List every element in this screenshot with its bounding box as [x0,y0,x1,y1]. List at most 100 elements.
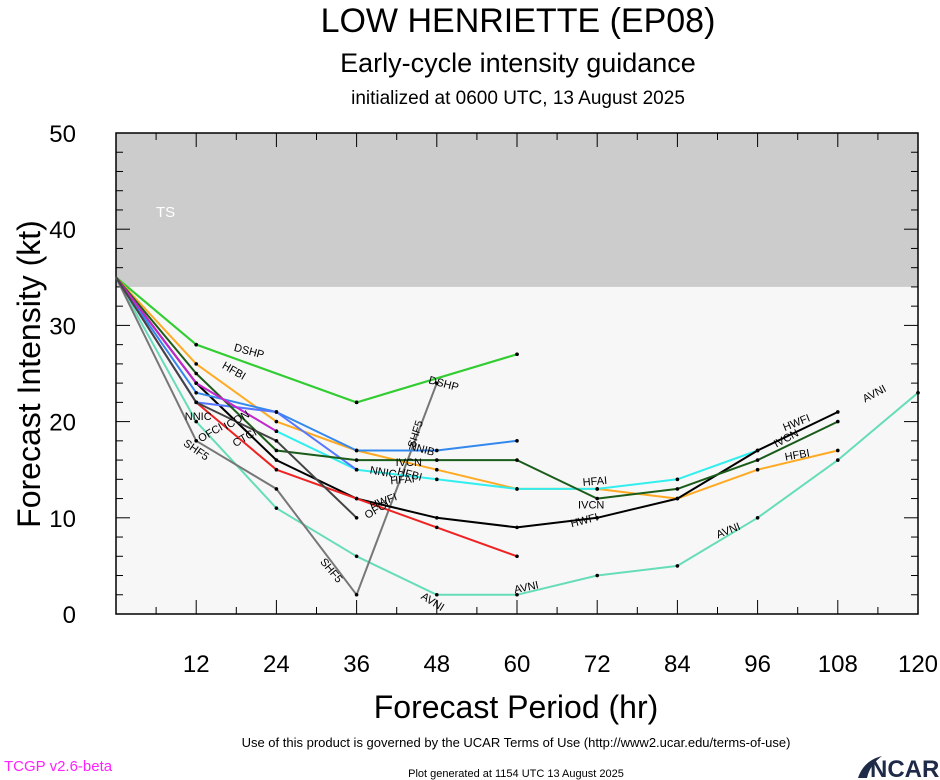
series-label-ivcn: IVCN [578,500,604,512]
series-point-hfbi [274,419,279,424]
series-point-hwfi [675,496,680,501]
series-point-hwfi [836,410,840,414]
series-point-ofci [274,467,279,472]
series-point-ivcn [675,487,680,491]
x-tick-label: 24 [263,651,290,678]
y-tick-label: 0 [63,602,76,629]
intensity-bands: TS [116,133,918,287]
series-point-ivcn [354,458,359,462]
version-label: TCGP v2.6-beta [4,758,113,775]
series-point-hwfi [755,448,760,453]
series-point-hfbi [435,467,439,472]
x-tick-label: 60 [504,651,531,678]
series-point-avni [916,390,920,395]
y-tick-label: 20 [49,410,76,437]
terms-of-use: Use of this product is governed by the U… [242,735,791,750]
series-line-nnib [115,276,518,452]
series-point-hfbi [836,448,840,453]
series-line-lgem [115,276,518,404]
ncar-logo-icon [858,756,882,778]
init-time: initialized at 0600 UTC, 13 August 2025 [351,88,685,109]
series-point-ctci [274,439,279,443]
series-point-avni [435,592,439,597]
x-axis-label: Forecast Period (hr) [374,689,659,725]
series-point-shf5 [435,381,439,385]
series-point-ivcn [274,448,279,453]
series-point-ivcn [515,458,519,462]
series-label-nnic: NNIC [185,411,212,423]
series-point-ofci [515,554,519,559]
series-line-ctci [115,276,358,519]
series-point-avni [675,564,680,568]
series-point-nnic [354,467,359,472]
series-point-shf5 [274,487,279,491]
y-tick-label: 50 [49,121,76,148]
series-point-avni [354,554,359,559]
x-tick-label: 120 [898,651,938,678]
y-tick-label: 40 [49,217,76,244]
series-label-nnic: NNIC [369,465,398,481]
series-point-icon [194,381,198,385]
plot-generated: Plot generated at 1154 UTC 13 August 202… [408,768,624,780]
series-point-nnib [194,390,198,395]
series-point-nnib [515,439,519,443]
x-tick-label: 72 [584,651,611,678]
series-point-avni [755,516,760,520]
series-point-ivcn [435,458,439,462]
series-line-hfbi [115,276,839,500]
ncar-logo: NCAR [858,756,939,780]
series-point-hfbi [194,362,198,366]
y-axis-label: Forecast Intensity (kt) [11,220,47,528]
x-tick-label: 36 [343,651,370,678]
series-point-hwfi [274,458,279,462]
series-point-ofci [354,496,359,501]
series-point-hwfi [435,516,439,520]
series-label-hfbi: HFBI [784,447,811,463]
series-point-hfai [515,487,519,491]
series-point-hwfi [515,525,519,530]
series-point-ofci [435,525,439,530]
chart-subtitle: Early-cycle intensity guidance [340,48,696,78]
series-point-avni [515,592,519,597]
series-point-nnic [274,410,279,414]
ncar-logo-text: NCAR [870,756,939,780]
x-tick-label: 96 [744,651,771,678]
series-point-hfai [675,477,680,482]
series-point-lgem [194,342,198,347]
series-point-icon [274,429,279,434]
band-ts [116,133,918,287]
series-point-ivcn [595,496,599,501]
series-point-avni [836,458,840,462]
y-tick-label: 10 [49,506,76,533]
series-line-ivcn [115,276,839,500]
series-label-ivcn: IVCN [396,457,422,469]
x-tick-label: 48 [423,651,450,678]
series-point-hwfi [595,516,599,520]
x-tick-label: 84 [664,651,691,678]
series-point-nnib [435,448,439,453]
series-point-nnib [354,448,359,453]
band-label-ts: TS [156,204,175,221]
series-point-lgem [354,400,359,405]
series-point-ivcn [836,419,840,424]
series-point-shf5 [354,592,359,597]
series-point-hfai [435,477,439,482]
series-point-ivcn [194,371,198,376]
series-label-hfai: HFAI [390,473,415,487]
series-label-avni: AVNI [513,579,540,596]
x-tick-label: 12 [183,651,210,678]
series-point-ctci [194,400,198,405]
series-point-avni [595,573,599,578]
series-point-avni [274,506,279,510]
series-point-shf5 [194,439,198,443]
x-tick-label: 108 [818,651,858,678]
series-point-ctci [354,516,359,520]
series-point-hfbi [755,467,760,472]
series-point-ivcn [755,458,760,462]
series-point-avni [194,419,198,424]
series-lines [115,276,920,597]
axes: 0 10 20 30 40 50 12 24 36 48 60 72 84 96 108 120 [49,121,938,678]
series-label-hfai: HFAI [582,475,607,489]
series-point-hfai [595,487,599,491]
